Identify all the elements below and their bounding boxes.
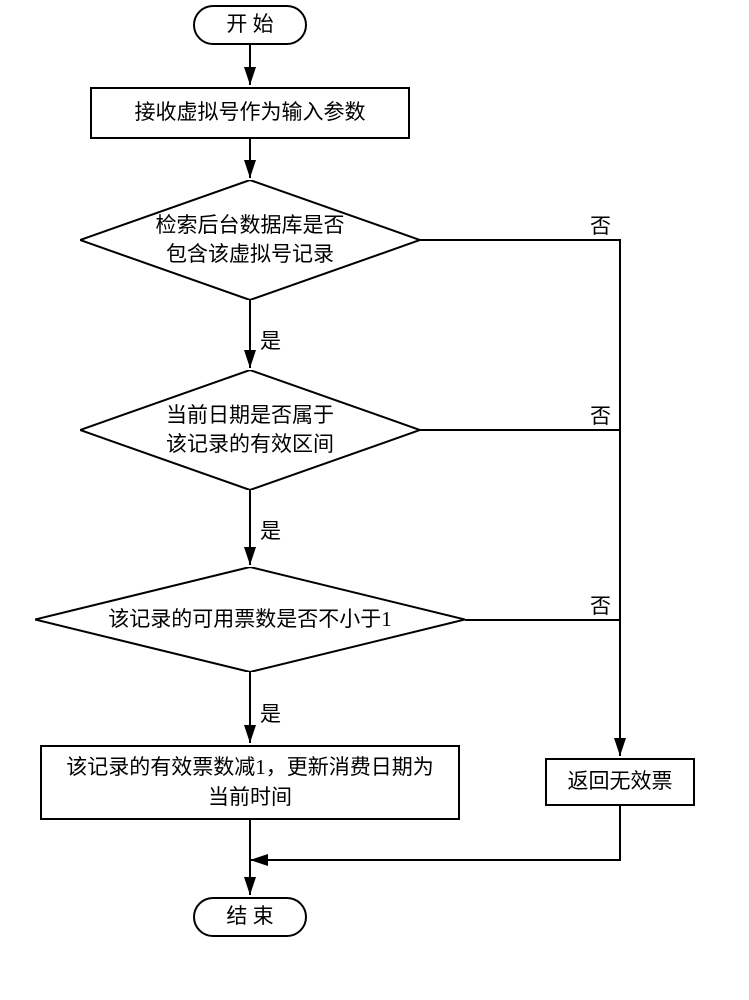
invalid-label: 返回无效票 — [568, 767, 673, 796]
check-date-node: 当前日期是否属于该记录的有效区间 — [80, 370, 420, 490]
start-node: 开 始 — [193, 5, 307, 45]
yes-label-3: 是 — [260, 698, 281, 728]
no-label-2: 否 — [590, 400, 611, 430]
invalid-node: 返回无效票 — [545, 758, 695, 806]
yes-label-2: 是 — [260, 515, 281, 545]
end-label: 结 束 — [226, 902, 273, 931]
start-label: 开 始 — [226, 10, 273, 39]
update-label: 该记录的有效票数减1，更新消费日期为当前时间 — [66, 753, 434, 812]
connectors — [0, 0, 749, 1000]
no-label-1: 否 — [590, 210, 611, 240]
end-node: 结 束 — [193, 897, 307, 937]
check-tickets-node: 该记录的可用票数是否不小于1 — [35, 567, 465, 672]
no-label-3: 否 — [590, 590, 611, 620]
check-db-label: 检索后台数据库是否包含该虚拟号记录 — [80, 180, 420, 300]
check-db-node: 检索后台数据库是否包含该虚拟号记录 — [80, 180, 420, 300]
check-date-label: 当前日期是否属于该记录的有效区间 — [80, 370, 420, 490]
check-tickets-label: 该记录的可用票数是否不小于1 — [35, 567, 465, 672]
update-node: 该记录的有效票数减1，更新消费日期为当前时间 — [40, 745, 460, 820]
input-node: 接收虚拟号作为输入参数 — [90, 87, 410, 139]
yes-label-1: 是 — [260, 325, 281, 355]
input-label: 接收虚拟号作为输入参数 — [135, 98, 366, 127]
